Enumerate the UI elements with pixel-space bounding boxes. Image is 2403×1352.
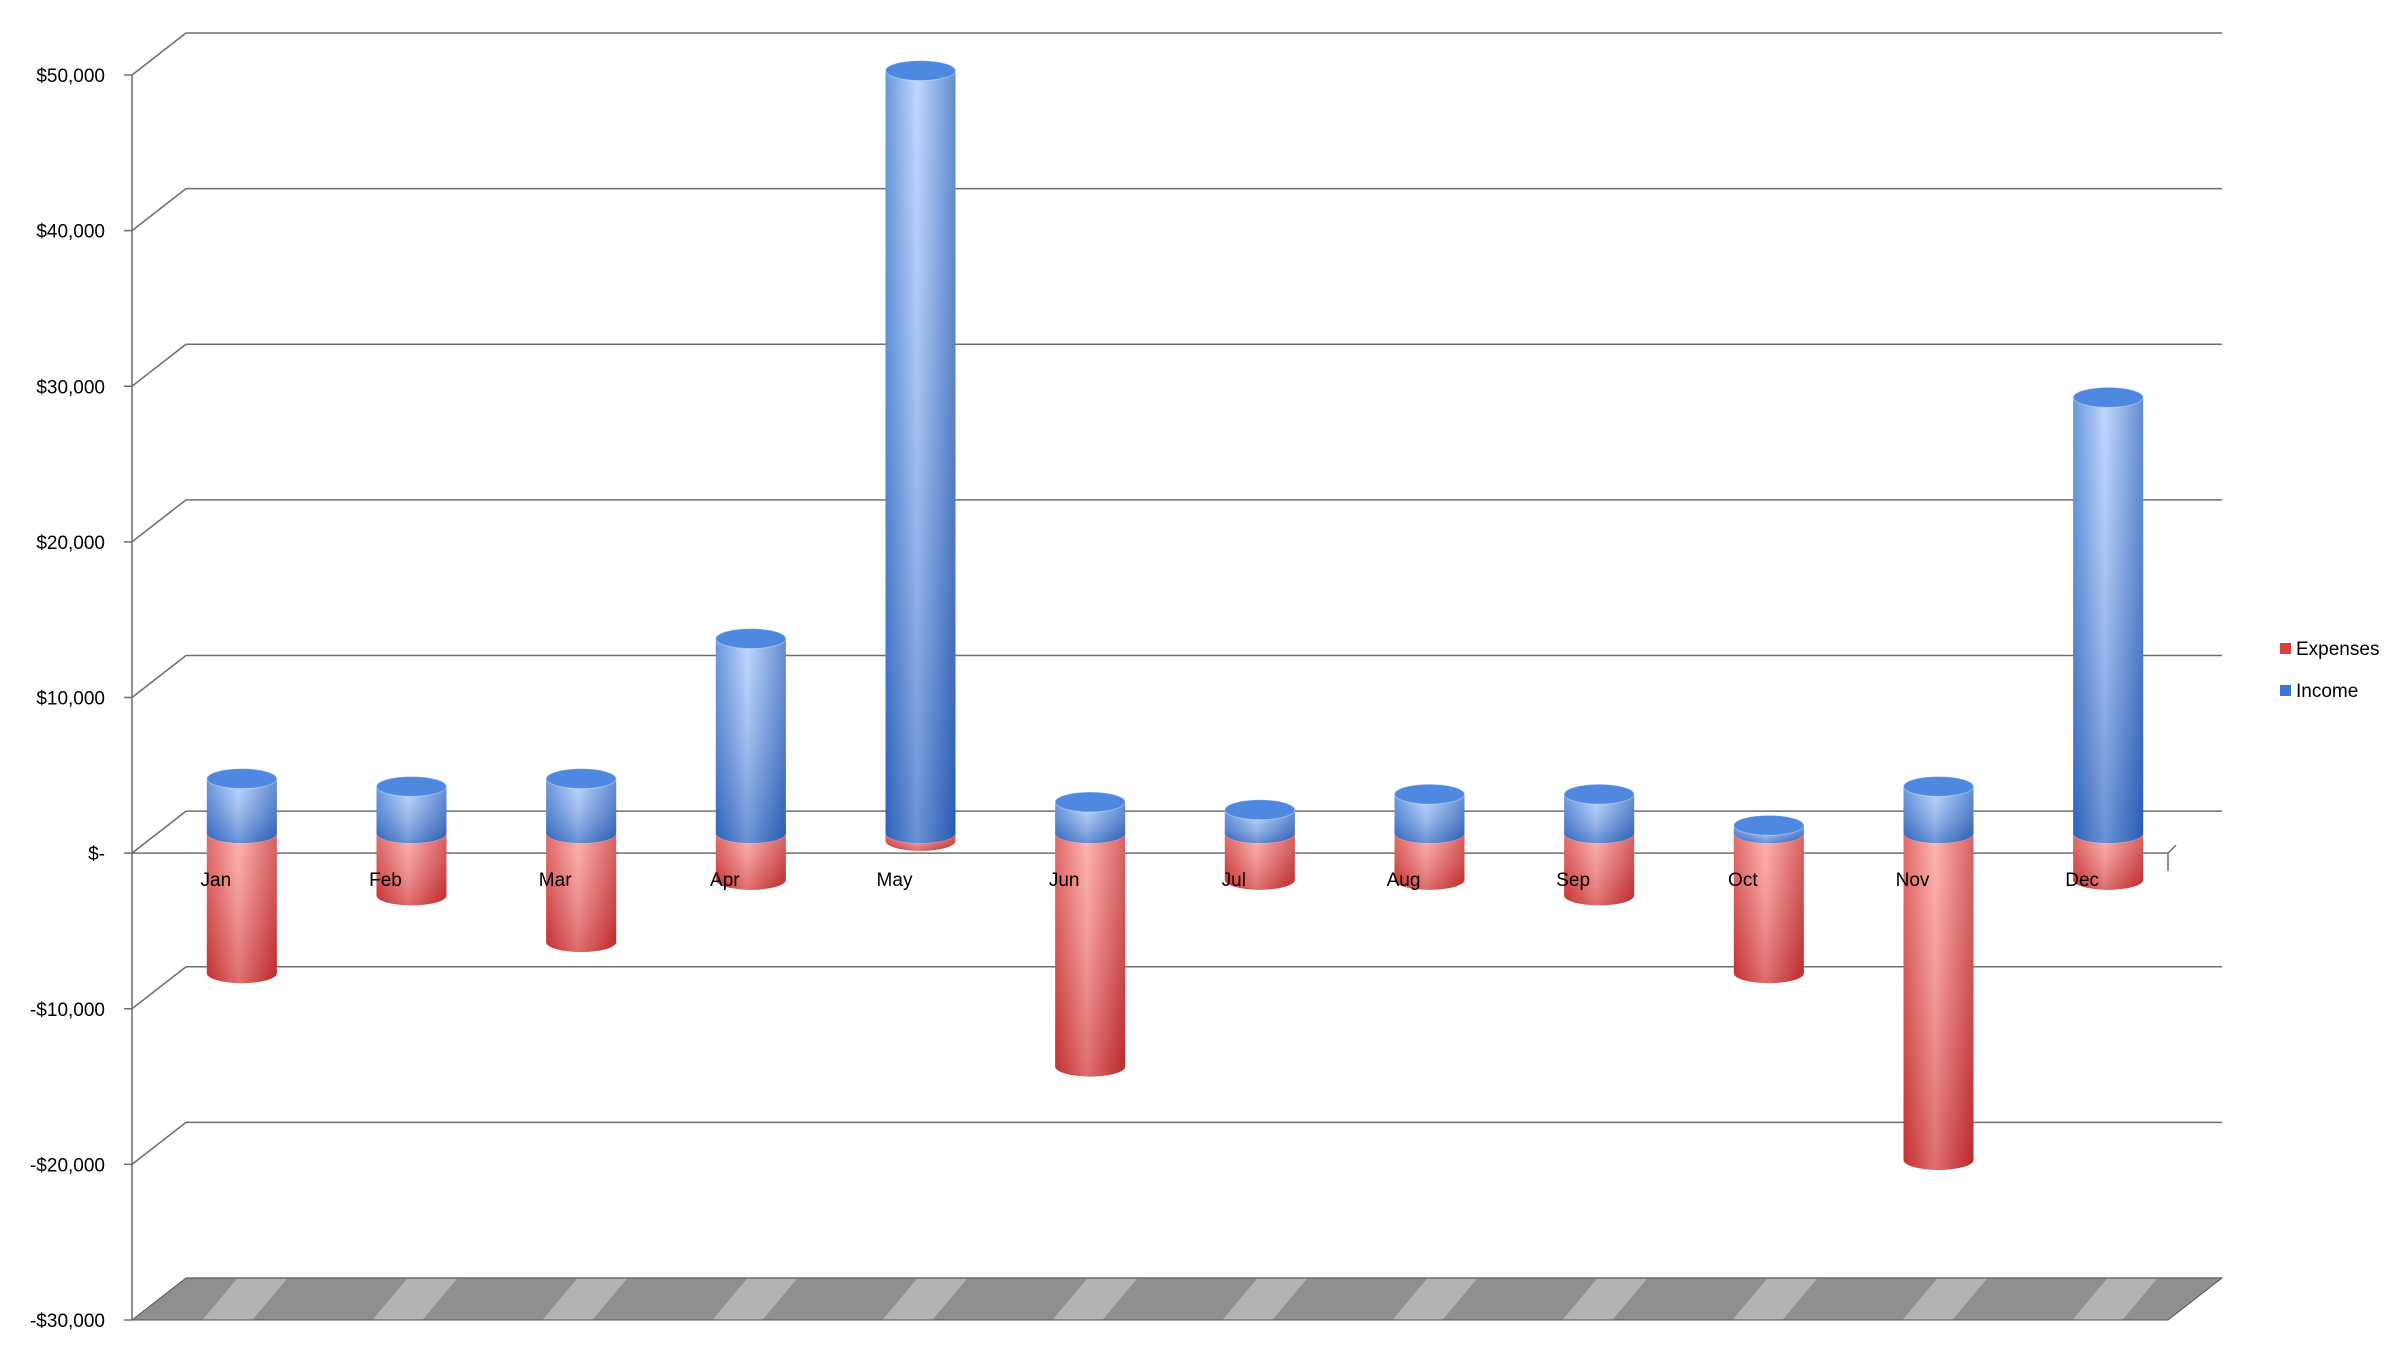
gridline (131, 343, 2222, 387)
y-tick-label: $30,000 (36, 377, 105, 398)
legend-item: Expenses (2280, 639, 2379, 660)
gridline (131, 966, 2222, 1010)
bar-group (1563, 783, 1635, 906)
bar-group (715, 628, 787, 890)
x-tick-label: Jun (1049, 870, 1080, 891)
legend-swatch (2280, 685, 2291, 696)
bar-income (1224, 799, 1296, 844)
bar-income (885, 60, 956, 844)
x-tick-label: Feb (369, 870, 402, 891)
y-tick-label: $20,000 (36, 533, 105, 554)
x-tick-label: Jul (1222, 870, 1246, 891)
legend-swatch (2280, 643, 2291, 654)
bar-expenses (1054, 822, 1126, 1077)
x-tick-label: Nov (1896, 870, 1930, 891)
bar-expenses (1903, 822, 1974, 1170)
bar-income (1733, 814, 1805, 844)
gridline (131, 810, 2222, 854)
y-tick-label: $- (88, 844, 105, 865)
y-tick-label: -$10,000 (30, 1000, 105, 1021)
bar-group (1903, 775, 1974, 1170)
bar-group (1394, 783, 1465, 890)
bar-group (1224, 799, 1296, 890)
bar-expenses (206, 822, 278, 984)
legend: Expenses Income (2280, 639, 2379, 702)
bar-group (1054, 791, 1126, 1077)
x-tick-label: May (877, 870, 913, 891)
x-tick-label: Apr (710, 870, 740, 891)
bar-income (1394, 783, 1465, 844)
bar-income (1903, 775, 1974, 844)
bar-group (1733, 814, 1805, 984)
gridline (131, 499, 2222, 543)
gridline (131, 654, 2222, 699)
legend-label: Income (2296, 681, 2358, 702)
x-tick-label: Dec (2065, 870, 2099, 891)
bar-group (2072, 386, 2144, 890)
gridline (131, 1121, 2222, 1165)
y-axis: $50,000 $40,000 $30,000 $20,000 $10,000 $- -$1… (30, 66, 133, 1332)
bar-group (376, 775, 447, 906)
bar-income (206, 768, 278, 844)
bar-income (1054, 791, 1126, 844)
chart-floor (130, 844, 2224, 1321)
y-tick-label: -$20,000 (30, 1155, 105, 1176)
bar-income (715, 628, 787, 844)
legend-label: Expenses (2296, 639, 2379, 660)
legend-item: Income (2280, 681, 2358, 702)
bar-group (545, 768, 617, 953)
bar-group (206, 768, 278, 984)
gridline (131, 32, 2222, 76)
y-tick-label: $10,000 (36, 689, 105, 710)
gridline (131, 187, 2222, 232)
bar-expenses (1733, 822, 1805, 984)
bar-income (545, 768, 617, 844)
bar-income (376, 775, 447, 844)
y-tick-label: $50,000 (36, 66, 105, 87)
x-axis-labels: Jan Feb Mar Apr May Jun Jul Aug Sep Oct Nov Dec (201, 870, 2100, 891)
bar-income (1563, 783, 1635, 844)
x-tick-label: Sep (1556, 870, 1590, 891)
x-tick-label: Aug (1387, 870, 1421, 891)
bar-expenses (545, 822, 617, 953)
x-tick-label: Mar (539, 870, 572, 891)
x-tick-label: Oct (1728, 870, 1758, 891)
y-tick-label: $40,000 (36, 222, 105, 243)
y-tick-label: -$30,000 (30, 1311, 105, 1332)
x-tick-label: Jan (201, 870, 232, 891)
gridlines (131, 32, 2222, 1165)
bar-group (885, 60, 956, 851)
bars (206, 60, 2144, 1170)
bar-income (2072, 386, 2144, 844)
